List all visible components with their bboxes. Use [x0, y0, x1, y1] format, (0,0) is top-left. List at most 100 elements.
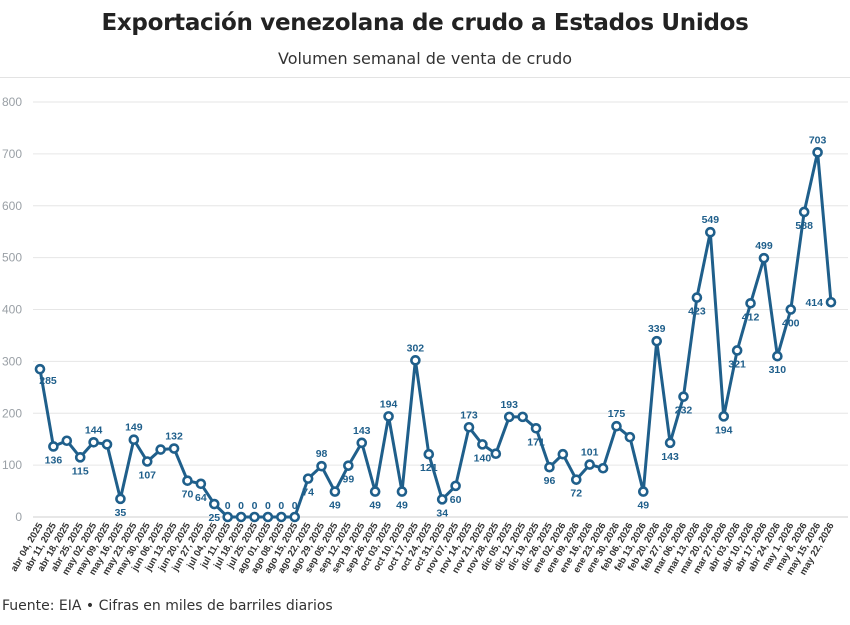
- data-point[interactable]: [812, 147, 823, 158]
- data-point[interactable]: [731, 345, 743, 356]
- data-point[interactable]: [316, 460, 327, 472]
- data-point[interactable]: [369, 486, 381, 497]
- data-point[interactable]: [61, 435, 73, 447]
- y-tick-label: 500: [2, 251, 22, 265]
- data-point[interactable]: [396, 486, 408, 497]
- data-point[interactable]: [423, 448, 435, 460]
- data-point[interactable]: [450, 480, 461, 492]
- data-label: 703: [809, 134, 827, 146]
- data-label: 74: [302, 487, 314, 499]
- data-point[interactable]: [410, 355, 421, 366]
- data-point[interactable]: [155, 444, 166, 455]
- data-label: 98: [316, 448, 328, 460]
- data-point[interactable]: [208, 498, 220, 510]
- data-label: 149: [125, 422, 143, 434]
- data-label: 173: [460, 409, 478, 421]
- data-point[interactable]: [383, 411, 394, 422]
- y-tick-label: 400: [2, 303, 22, 317]
- data-point[interactable]: [611, 420, 622, 432]
- data-label: 302: [407, 342, 425, 354]
- data-point[interactable]: [624, 431, 636, 443]
- data-point[interactable]: [195, 478, 207, 490]
- data-point[interactable]: [88, 436, 99, 448]
- data-point[interactable]: [222, 511, 233, 523]
- data-point[interactable]: [168, 443, 180, 454]
- data-point[interactable]: [262, 511, 274, 523]
- data-point[interactable]: [584, 459, 595, 470]
- data-label: 171: [527, 436, 545, 448]
- data-label: 64: [195, 492, 207, 504]
- y-tick-label: 100: [2, 458, 22, 472]
- data-label: 144: [85, 424, 103, 436]
- data-point[interactable]: [141, 456, 153, 467]
- data-point[interactable]: [557, 448, 569, 460]
- data-point[interactable]: [34, 363, 46, 375]
- y-tick-label: 0: [15, 510, 22, 524]
- data-label: 423: [688, 306, 706, 318]
- data-point[interactable]: [758, 252, 770, 264]
- data-point[interactable]: [664, 437, 676, 449]
- data-point[interactable]: [128, 434, 140, 446]
- data-label: 99: [343, 474, 355, 486]
- data-point[interactable]: [597, 462, 609, 474]
- data-label: 121: [420, 462, 438, 474]
- data-label: 132: [165, 431, 183, 443]
- data-point[interactable]: [74, 452, 86, 463]
- data-point[interactable]: [638, 486, 649, 497]
- y-tick-label: 800: [2, 95, 22, 109]
- data-point[interactable]: [570, 474, 582, 485]
- data-point[interactable]: [343, 460, 354, 471]
- data-point[interactable]: [289, 511, 301, 523]
- data-point[interactable]: [530, 422, 542, 434]
- data-point[interactable]: [276, 511, 287, 523]
- data-point[interactable]: [490, 448, 502, 460]
- data-point[interactable]: [798, 206, 810, 218]
- data-point[interactable]: [745, 297, 756, 309]
- data-label: 175: [608, 408, 626, 420]
- data-point[interactable]: [785, 304, 797, 315]
- data-point[interactable]: [249, 511, 260, 523]
- y-tick-label: 200: [2, 406, 22, 420]
- data-label: 0: [292, 500, 298, 512]
- data-point[interactable]: [705, 226, 716, 238]
- data-point[interactable]: [825, 296, 837, 308]
- data-point[interactable]: [356, 437, 368, 449]
- data-label: 49: [369, 500, 381, 512]
- data-point[interactable]: [477, 439, 488, 450]
- data-label: 143: [661, 451, 679, 463]
- data-point[interactable]: [182, 475, 193, 486]
- header-divider: [0, 77, 850, 78]
- data-label: 140: [474, 452, 492, 464]
- data-point[interactable]: [678, 391, 689, 402]
- y-tick-label: 600: [2, 199, 22, 213]
- data-label: 193: [500, 399, 518, 411]
- data-label: 0: [265, 500, 271, 512]
- chart-subtitle: Volumen semanal de venta de crudo: [277, 49, 573, 68]
- data-point[interactable]: [329, 486, 341, 497]
- data-point[interactable]: [691, 292, 703, 303]
- data-point[interactable]: [718, 411, 730, 422]
- data-label: 0: [252, 500, 258, 512]
- data-label: 60: [450, 494, 462, 506]
- data-point[interactable]: [235, 511, 247, 523]
- y-tick-label: 300: [2, 354, 22, 368]
- data-point[interactable]: [651, 335, 663, 347]
- data-label: 339: [648, 323, 666, 335]
- data-label: 194: [715, 424, 733, 436]
- data-point[interactable]: [463, 421, 475, 433]
- data-point[interactable]: [48, 441, 59, 452]
- data-label: 34: [436, 507, 448, 519]
- data-label: 25: [208, 512, 220, 524]
- data-point[interactable]: [302, 473, 314, 484]
- data-label: 549: [702, 214, 720, 226]
- data-point[interactable]: [544, 461, 555, 473]
- data-point[interactable]: [101, 439, 113, 450]
- data-point[interactable]: [517, 411, 528, 423]
- data-point[interactable]: [115, 493, 126, 505]
- data-point[interactable]: [772, 350, 783, 362]
- data-point[interactable]: [436, 494, 448, 505]
- data-point[interactable]: [503, 411, 515, 423]
